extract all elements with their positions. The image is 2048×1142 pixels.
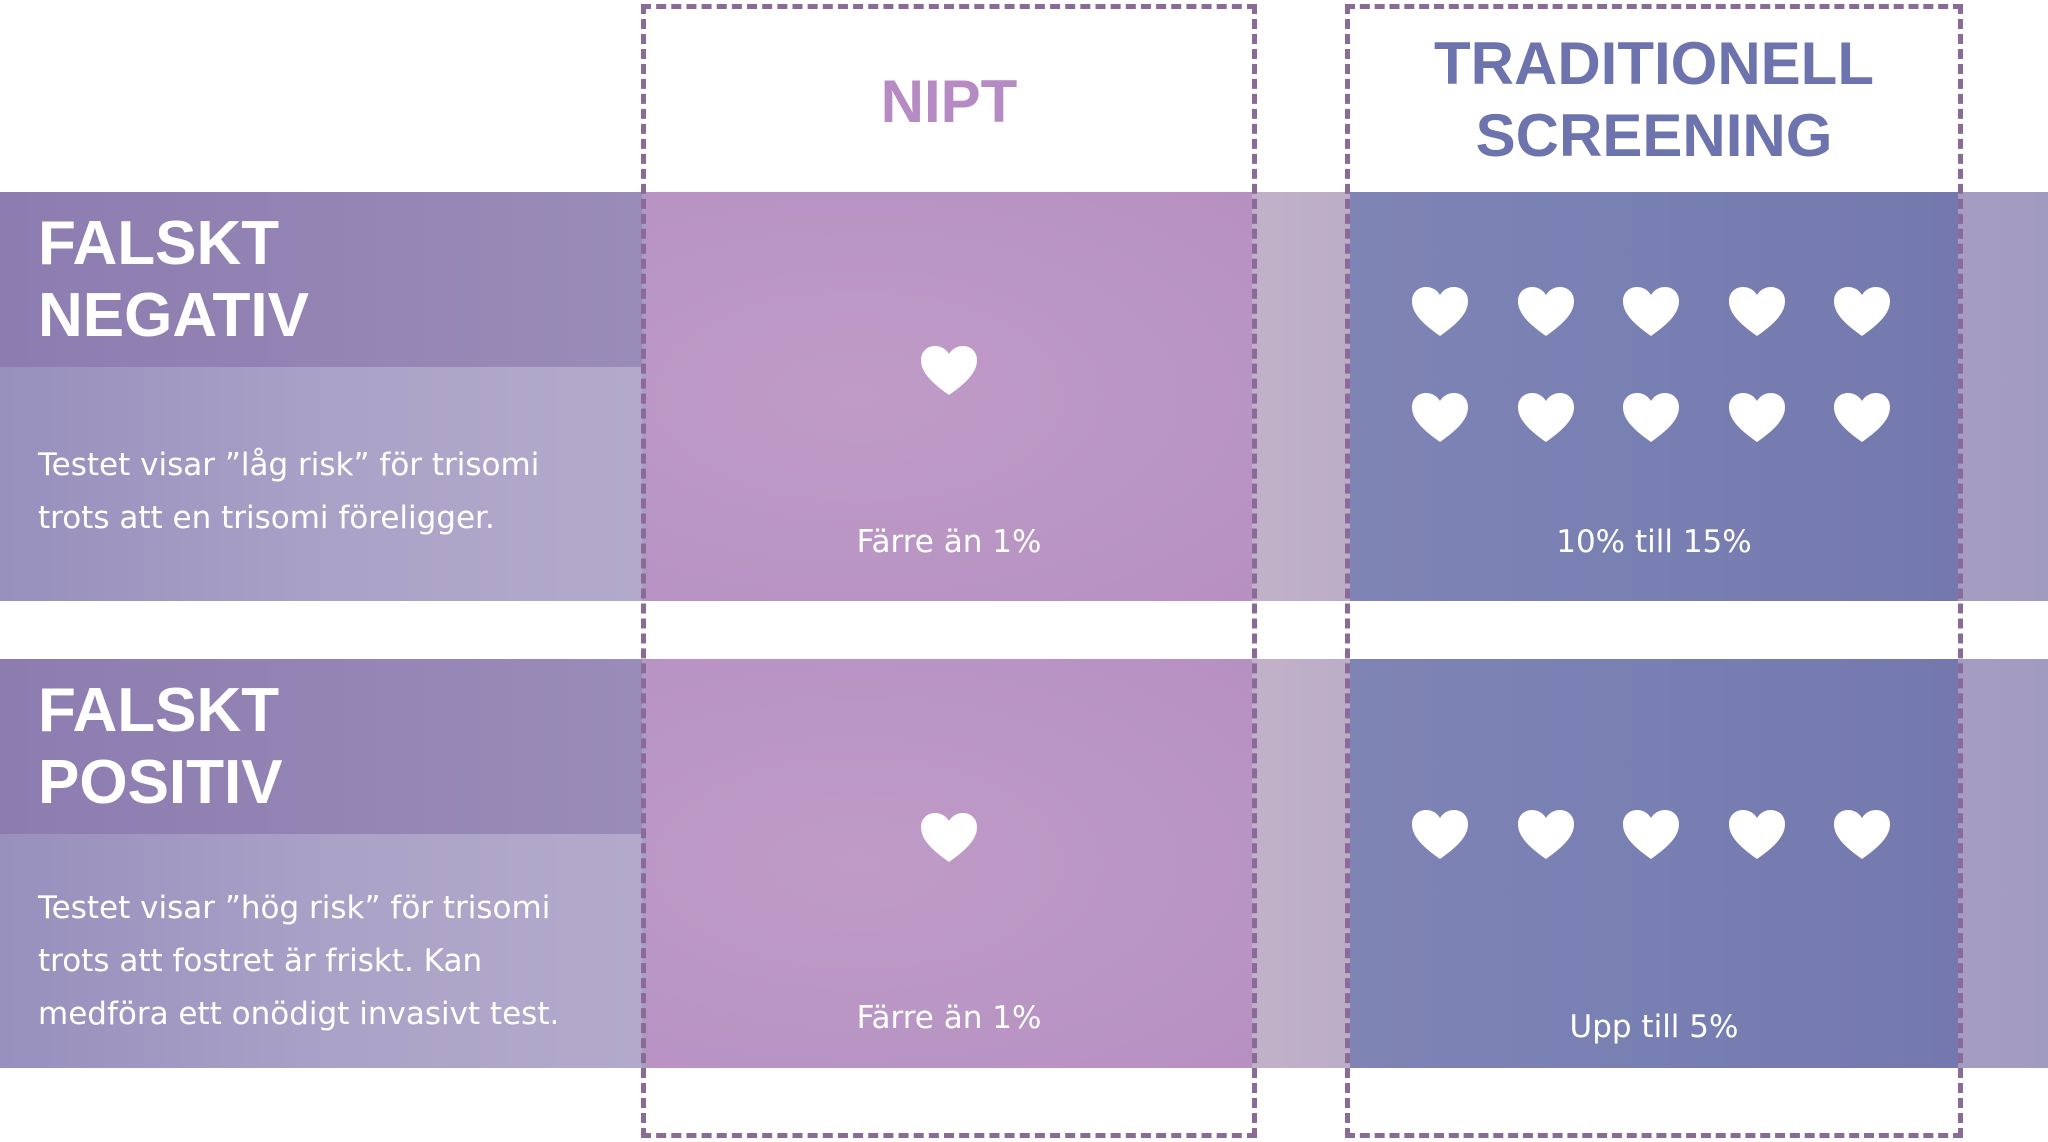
heart-icon bbox=[1832, 809, 1892, 861]
row-desc-line: trots att fostret är friskt. Kan bbox=[38, 943, 483, 979]
cell-label-traditional: 10% till 15% bbox=[1556, 524, 1752, 560]
row-desc-falskt-negativ: Testet visar ”låg risk” för trisomi trot… bbox=[0, 367, 642, 601]
column-header-text: NIPT bbox=[880, 68, 1018, 135]
row-desc-line: Testet visar ”låg risk” för trisomi bbox=[38, 447, 540, 483]
heart-icon bbox=[1621, 809, 1681, 861]
heart-icon bbox=[919, 345, 979, 397]
row-desc-line: medföra ett onödigt invasivt test. bbox=[38, 996, 560, 1032]
cell-nipt-falskt-positiv: Färre än 1% bbox=[646, 659, 1252, 1068]
traditional-column-frame bbox=[1345, 4, 1963, 1138]
row-title-falskt-negativ: FALSKT NEGATIV bbox=[0, 192, 642, 367]
heart-icon bbox=[1516, 392, 1576, 444]
column-header-nipt: NIPT bbox=[646, 66, 1252, 138]
heart-icon bbox=[919, 812, 979, 864]
heart-icon bbox=[1727, 392, 1787, 444]
heart-icon bbox=[1727, 809, 1787, 861]
nipt-column-frame bbox=[641, 4, 1257, 1138]
row-title-line: NEGATIV bbox=[38, 281, 309, 350]
heart-icon bbox=[1727, 286, 1787, 338]
cell-traditional-falskt-positiv: Upp till 5% bbox=[1350, 659, 1958, 1068]
row-title-line: FALSKT bbox=[38, 676, 280, 745]
cell-nipt-falskt-negativ: Färre än 1% bbox=[646, 192, 1252, 601]
heart-icon bbox=[1410, 286, 1470, 338]
heart-icon bbox=[1621, 392, 1681, 444]
column-header-text: TRADITIONELL bbox=[1434, 30, 1874, 97]
cell-traditional-falskt-negativ: 10% till 15% bbox=[1350, 192, 1958, 601]
row-desc-line: trots att en trisomi föreligger. bbox=[38, 500, 495, 536]
heart-icon bbox=[1516, 286, 1576, 338]
heart-icon bbox=[1410, 809, 1470, 861]
cell-label-traditional: Upp till 5% bbox=[1569, 1009, 1739, 1045]
heart-icon bbox=[1516, 809, 1576, 861]
heart-icon bbox=[1832, 392, 1892, 444]
cell-label-nipt: Färre än 1% bbox=[856, 1000, 1042, 1036]
row-title-line: FALSKT bbox=[38, 209, 280, 278]
cell-label-nipt: Färre än 1% bbox=[856, 524, 1042, 560]
heart-icon bbox=[1621, 286, 1681, 338]
heart-icon bbox=[1410, 392, 1470, 444]
heart-icon bbox=[1832, 286, 1892, 338]
column-header-text: SCREENING bbox=[1475, 102, 1833, 169]
row-desc-falskt-positiv: Testet visar ”hög risk” för trisomi trot… bbox=[0, 834, 642, 1068]
column-header-traditional: TRADITIONELL SCREENING bbox=[1350, 28, 1958, 172]
row-title-falskt-positiv: FALSKT POSITIV bbox=[0, 659, 642, 834]
row-title-line: POSITIV bbox=[38, 748, 283, 817]
row-desc-line: Testet visar ”hög risk” för trisomi bbox=[38, 890, 551, 926]
